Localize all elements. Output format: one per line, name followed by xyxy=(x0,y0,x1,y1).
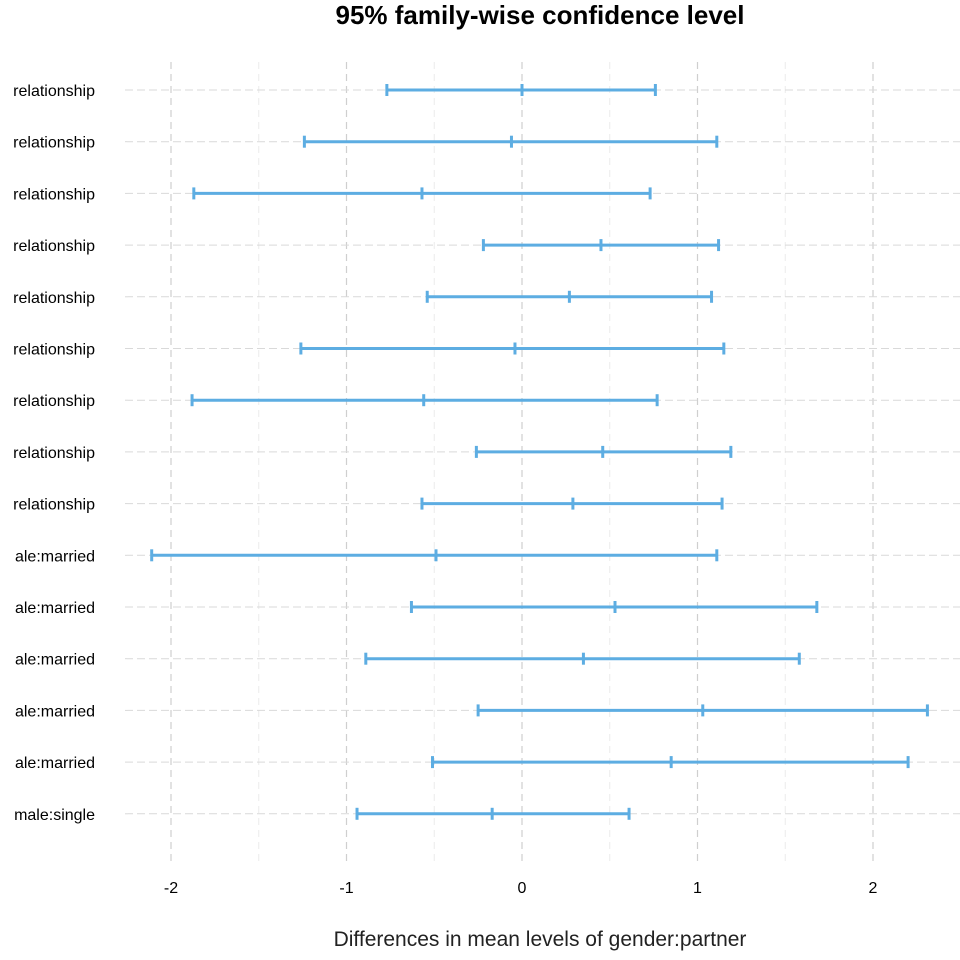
confidence-interval xyxy=(430,756,910,769)
x-tick-label: -1 xyxy=(339,880,353,897)
confidence-interval xyxy=(476,704,929,717)
labels-layer: -2 -1 0 1 2 relationship relationship relations… xyxy=(13,83,877,897)
x-axis-label: Differences in mean levels of gender:par… xyxy=(333,928,747,951)
y-tick-label: relationship xyxy=(13,497,95,514)
y-tick-label: relationship xyxy=(13,83,95,100)
y-tick-label: relationship xyxy=(13,290,95,307)
y-tick-label: relationship xyxy=(13,238,95,255)
y-tick-label: relationship xyxy=(13,445,95,462)
y-tick-label: ale:married xyxy=(15,755,95,772)
confidence-interval xyxy=(420,497,724,510)
confidence-interval xyxy=(355,807,631,820)
confidence-interval xyxy=(302,135,719,148)
confidence-interval xyxy=(425,290,714,303)
x-tick-label: 1 xyxy=(693,880,702,897)
chart-title: 95% family-wise confidence level xyxy=(335,0,745,30)
y-tick-label: relationship xyxy=(13,342,95,359)
confidence-interval xyxy=(190,394,659,407)
y-tick-label: ale:married xyxy=(15,548,95,565)
y-tick-label: relationship xyxy=(13,393,95,410)
y-tick-label: ale:married xyxy=(15,703,95,720)
confidence-interval xyxy=(299,342,726,355)
x-tick-label: -2 xyxy=(164,880,178,897)
y-tick-label: relationship xyxy=(13,135,95,152)
confidence-interval xyxy=(150,549,719,562)
x-tick-label: 2 xyxy=(869,880,878,897)
confidence-interval xyxy=(192,187,652,200)
grid-layer xyxy=(125,62,960,862)
x-tick-label: 0 xyxy=(518,880,527,897)
confidence-interval xyxy=(481,239,721,252)
y-tick-label: relationship xyxy=(13,186,95,203)
confidence-interval xyxy=(474,445,733,458)
y-tick-label: ale:married xyxy=(15,652,95,669)
bars-layer xyxy=(150,84,929,820)
confidence-interval xyxy=(409,601,819,613)
confidence-interval xyxy=(364,652,801,665)
confidence-interval xyxy=(385,84,657,96)
y-tick-label: male:single xyxy=(14,807,95,824)
y-tick-label: ale:married xyxy=(15,600,95,617)
